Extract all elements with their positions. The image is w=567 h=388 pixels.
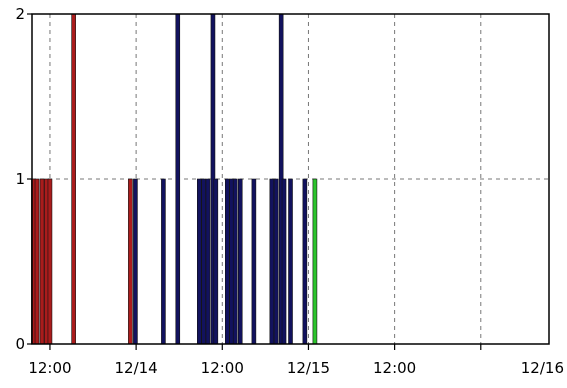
bar-17 (232, 178, 238, 345)
bar-8 (161, 178, 166, 345)
bar-5 (71, 13, 76, 345)
bar-20 (269, 178, 275, 345)
bar-26 (312, 178, 318, 345)
bar-21 (273, 178, 279, 345)
y-tick-label-1: 1 (15, 170, 25, 188)
ticks (27, 13, 482, 350)
x-tick-label-5: 12/16 (521, 359, 564, 377)
bar-6 (128, 178, 133, 345)
y-tick-labels: 0 1 2 (15, 5, 25, 353)
x-tick-label-4: 12:00 (373, 359, 416, 377)
bars (31, 13, 318, 345)
x-tick-label-0: 12:00 (28, 359, 71, 377)
bar-15 (225, 178, 230, 345)
bar-7 (133, 178, 138, 345)
bar-24 (288, 178, 293, 345)
y-tick-label-2: 2 (15, 5, 25, 23)
x-tick-label-2: 12:00 (201, 359, 244, 377)
bar-2 (39, 178, 45, 345)
bar-4 (47, 178, 53, 345)
bar-14 (213, 178, 219, 345)
bar-25 (302, 178, 308, 345)
bar-1 (34, 178, 40, 345)
x-tick-label-1: 12/14 (115, 359, 158, 377)
bar-18 (237, 178, 243, 345)
bar-11 (201, 178, 206, 345)
bar-12 (205, 178, 211, 345)
bar-10 (197, 178, 202, 345)
y-tick-label-0: 0 (15, 335, 25, 353)
bar-9 (175, 13, 181, 345)
bar-19 (251, 178, 257, 345)
x-tick-label-3: 12/15 (287, 359, 330, 377)
bar-23 (281, 178, 287, 345)
x-tick-labels: 12:00 12/14 12:00 12/15 12:00 12/16 (28, 359, 564, 377)
